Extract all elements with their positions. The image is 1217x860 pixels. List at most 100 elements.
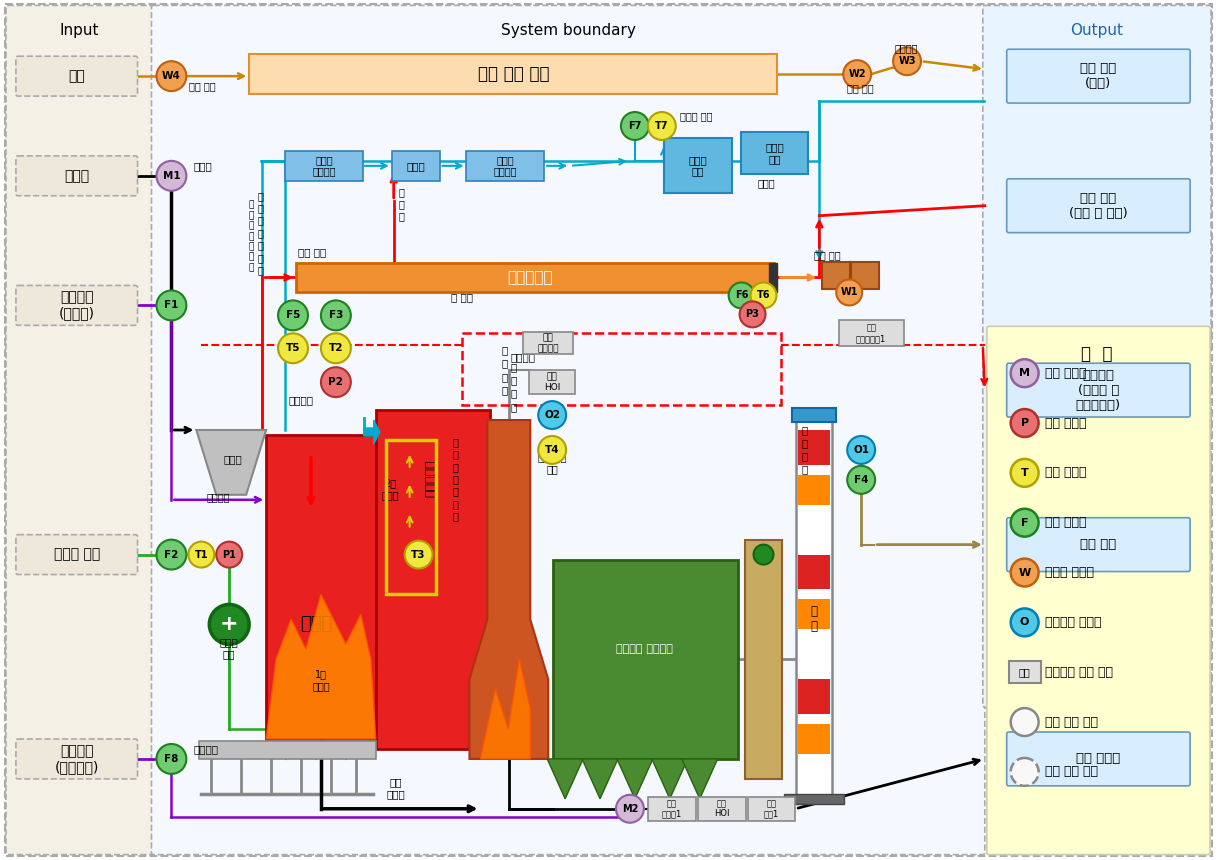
FancyBboxPatch shape bbox=[16, 535, 138, 574]
Bar bbox=[386, 440, 436, 594]
Text: 터빈기
급수펌프: 터빈기 급수펌프 bbox=[494, 155, 517, 176]
Text: 소각
잔재물: 소각 잔재물 bbox=[386, 777, 405, 799]
Circle shape bbox=[847, 466, 875, 494]
Text: 보조연료: 보조연료 bbox=[207, 492, 230, 501]
Text: M: M bbox=[1019, 368, 1030, 378]
Text: 방열손실
(소각로 및
폐열보일러): 방열손실 (소각로 및 폐열보일러) bbox=[1076, 369, 1121, 412]
Circle shape bbox=[217, 542, 242, 568]
Text: W1: W1 bbox=[841, 287, 858, 298]
Circle shape bbox=[1010, 509, 1038, 537]
Text: 보충수
탱크: 보충수 탱크 bbox=[765, 142, 784, 163]
Bar bbox=[200, 741, 376, 759]
FancyBboxPatch shape bbox=[6, 5, 152, 855]
Text: O1: O1 bbox=[853, 445, 869, 455]
Polygon shape bbox=[196, 430, 267, 494]
Text: F3: F3 bbox=[329, 310, 343, 321]
Text: 방열손실: 방열손실 bbox=[510, 353, 535, 362]
Text: W2: W2 bbox=[848, 69, 867, 79]
Text: 중량 계측기: 중량 계측기 bbox=[1044, 366, 1086, 379]
Text: 폐
열
보
일
러
급
수: 폐 열 보 일 러 급 수 bbox=[257, 191, 263, 275]
Bar bbox=[647, 797, 696, 820]
Text: F8: F8 bbox=[164, 754, 179, 764]
Bar bbox=[285, 150, 363, 181]
Text: M2: M2 bbox=[622, 804, 638, 814]
Text: 응축수: 응축수 bbox=[757, 178, 775, 187]
Text: 측정: 측정 bbox=[1019, 667, 1031, 677]
Circle shape bbox=[1010, 409, 1038, 437]
Polygon shape bbox=[582, 759, 618, 799]
Text: 측정
방열손실: 측정 방열손실 bbox=[538, 334, 559, 353]
Circle shape bbox=[157, 744, 186, 774]
Text: T6: T6 bbox=[757, 291, 770, 300]
Circle shape bbox=[157, 291, 186, 321]
Text: T3: T3 bbox=[411, 550, 426, 560]
Text: 측정
온도1: 측정 온도1 bbox=[764, 799, 779, 819]
Text: P: P bbox=[1021, 418, 1028, 428]
Bar bbox=[798, 639, 830, 669]
Text: W3: W3 bbox=[898, 56, 915, 66]
Bar bbox=[663, 138, 731, 194]
Circle shape bbox=[277, 300, 308, 330]
Circle shape bbox=[405, 541, 432, 568]
Text: System boundary: System boundary bbox=[500, 23, 635, 39]
Text: 배
출
가
스: 배 출 가 스 bbox=[801, 425, 808, 475]
FancyBboxPatch shape bbox=[1006, 179, 1190, 233]
Circle shape bbox=[1010, 608, 1038, 636]
Circle shape bbox=[893, 47, 921, 75]
Text: 터빈기: 터빈기 bbox=[406, 161, 425, 171]
Text: W4: W4 bbox=[162, 71, 181, 81]
Text: 1차
연소실: 1차 연소실 bbox=[312, 670, 330, 691]
Polygon shape bbox=[652, 759, 688, 799]
Bar bbox=[769, 262, 778, 292]
Bar bbox=[529, 370, 576, 394]
Text: 전력판매: 전력판매 bbox=[894, 43, 918, 53]
FancyBboxPatch shape bbox=[987, 326, 1210, 855]
Text: 보조연료: 보조연료 bbox=[194, 744, 218, 754]
Circle shape bbox=[1010, 708, 1038, 736]
Text: W: W bbox=[1019, 568, 1031, 578]
Text: 검사기관 측정 항목: 검사기관 측정 항목 bbox=[1044, 666, 1112, 679]
Bar bbox=[466, 150, 544, 181]
Circle shape bbox=[621, 112, 649, 140]
Bar bbox=[798, 555, 830, 589]
Text: P3: P3 bbox=[746, 310, 759, 319]
Text: 선택 설치 항목: 선택 설치 항목 bbox=[1044, 765, 1098, 778]
Bar bbox=[798, 764, 830, 794]
Text: O: O bbox=[1020, 617, 1030, 628]
Circle shape bbox=[836, 280, 862, 305]
Circle shape bbox=[209, 605, 249, 644]
FancyBboxPatch shape bbox=[1006, 732, 1190, 786]
Text: Output: Output bbox=[1070, 23, 1123, 39]
FancyBboxPatch shape bbox=[983, 5, 1211, 707]
Text: 전력: 전력 bbox=[68, 69, 85, 83]
Circle shape bbox=[189, 542, 214, 568]
Text: 가스 배출: 가스 배출 bbox=[1081, 538, 1116, 551]
Text: F: F bbox=[1021, 518, 1028, 528]
Text: 측정
HOI: 측정 HOI bbox=[544, 372, 560, 392]
Text: 굴
뚝: 굴 뚝 bbox=[811, 605, 818, 633]
Text: 폐
열
보
일
러
급
수: 폐 열 보 일 러 급 수 bbox=[248, 200, 254, 272]
Circle shape bbox=[843, 60, 871, 88]
Text: 측정
검열량1: 측정 검열량1 bbox=[662, 799, 682, 819]
Text: T1: T1 bbox=[195, 550, 208, 560]
Text: 보조연료
(방지시설): 보조연료 (방지시설) bbox=[55, 744, 99, 774]
Text: 외부 판매
(증기 및 온수): 외부 판매 (증기 및 온수) bbox=[1069, 192, 1128, 219]
FancyBboxPatch shape bbox=[16, 286, 138, 325]
Text: 측정
HOI: 측정 HOI bbox=[714, 799, 729, 819]
Circle shape bbox=[277, 334, 308, 363]
Text: F1: F1 bbox=[164, 300, 179, 310]
Text: 투입구: 투입구 bbox=[224, 454, 242, 464]
Text: 생산 스팀: 생산 스팀 bbox=[298, 248, 326, 257]
Bar bbox=[792, 408, 836, 422]
Text: +: + bbox=[220, 614, 239, 635]
Text: 연소용
공기: 연소용 공기 bbox=[220, 637, 239, 660]
Text: 유량 계측기: 유량 계측기 bbox=[1044, 516, 1086, 529]
Bar bbox=[785, 794, 845, 804]
Text: T: T bbox=[1021, 468, 1028, 478]
Bar bbox=[745, 539, 783, 779]
Circle shape bbox=[321, 300, 350, 330]
Bar bbox=[741, 132, 808, 174]
Circle shape bbox=[538, 436, 566, 464]
Text: P2: P2 bbox=[329, 378, 343, 387]
Text: 압력 계측기: 압력 계측기 bbox=[1044, 416, 1086, 429]
